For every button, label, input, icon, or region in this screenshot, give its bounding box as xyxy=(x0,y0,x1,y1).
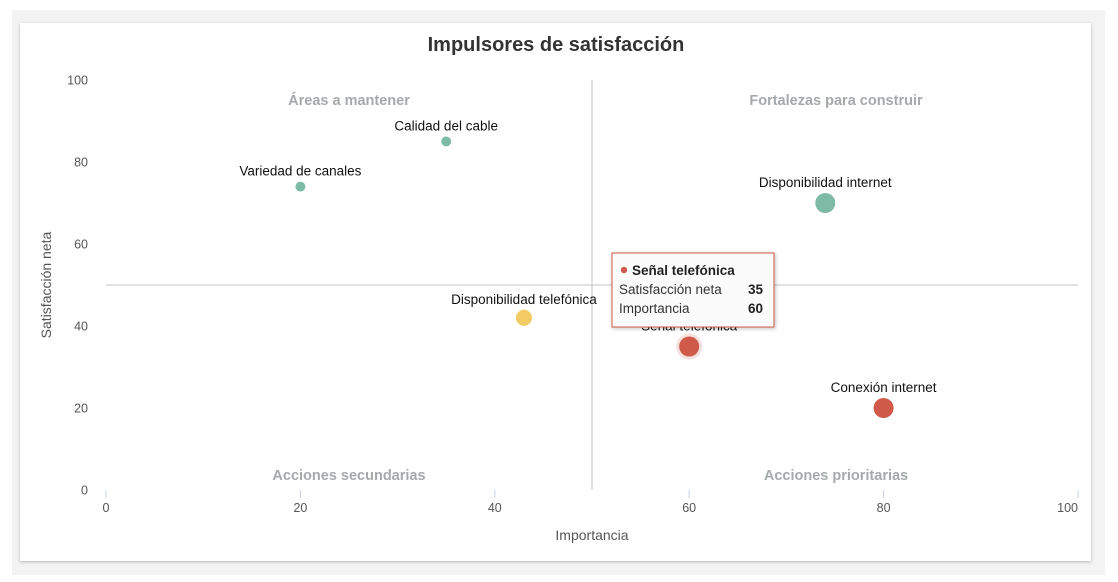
y-tick-label: 20 xyxy=(74,402,88,416)
y-tick-label: 60 xyxy=(74,238,88,252)
data-point-group[interactable]: Calidad del cable xyxy=(394,119,498,147)
x-axis-title: Importancia xyxy=(555,527,628,543)
x-tick-label: 0 xyxy=(103,501,110,515)
tooltip-value-importancia: 60 xyxy=(748,301,763,316)
quadrant-label-top-right: Fortalezas para construir xyxy=(749,93,923,109)
tooltip-series-dot xyxy=(621,267,627,273)
x-tick-label: 20 xyxy=(293,501,307,515)
data-points: Variedad de canales Calidad del cable Disp… xyxy=(239,119,936,419)
tooltip-label-satisfaccion: Satisfacción neta xyxy=(619,282,722,297)
quadrant-label-bottom-right: Acciones prioritarias xyxy=(764,468,908,484)
tooltip-title: Señal telefónica xyxy=(632,263,735,278)
data-point-label: Disponibilidad telefónica xyxy=(451,292,597,307)
tooltip-value-satisfaccion: 35 xyxy=(748,282,764,297)
quadrant-dividers xyxy=(106,80,1078,490)
tooltip: Señal telefónica Satisfacción neta 35 Im… xyxy=(612,253,774,327)
quadrant-label-bottom-left: Acciones secundarias xyxy=(272,468,425,484)
data-point-group[interactable]: Variedad de canales xyxy=(239,164,361,192)
x-tick-label: 80 xyxy=(877,501,891,515)
data-point-label: Calidad del cable xyxy=(394,119,498,134)
x-tick-label: 40 xyxy=(488,501,502,515)
tooltip-label-importancia: Importancia xyxy=(619,301,690,316)
data-point[interactable] xyxy=(874,398,894,418)
data-point-group[interactable]: Disponibilidad internet xyxy=(759,175,892,213)
x-tick-label: 100 xyxy=(1057,501,1078,515)
data-point-group[interactable]: Disponibilidad telefónica xyxy=(451,292,597,326)
data-point[interactable] xyxy=(441,137,451,147)
y-tick-label: 40 xyxy=(74,320,88,334)
y-axis-title: Satisfacción neta xyxy=(38,231,54,338)
data-point[interactable] xyxy=(815,193,835,213)
x-axis: 0 20 40 60 80 100 xyxy=(103,490,1079,515)
data-point-label: Conexión internet xyxy=(831,380,937,395)
data-point-group[interactable]: Conexión internet xyxy=(831,380,937,418)
data-point-label: Disponibilidad internet xyxy=(759,175,892,190)
y-tick-label: 100 xyxy=(67,74,88,88)
chart-title: Impulsores de satisfacción xyxy=(428,34,685,56)
y-axis: 0 20 40 60 80 100 xyxy=(67,74,88,498)
y-tick-label: 80 xyxy=(74,156,88,170)
data-point-label: Variedad de canales xyxy=(239,164,361,179)
y-tick-label: 0 xyxy=(81,484,88,498)
data-point[interactable] xyxy=(679,337,699,357)
x-tick-label: 60 xyxy=(682,501,696,515)
data-point[interactable] xyxy=(295,182,305,192)
quadrant-label-top-left: Áreas a mantener xyxy=(288,92,410,109)
data-point[interactable] xyxy=(516,310,532,326)
